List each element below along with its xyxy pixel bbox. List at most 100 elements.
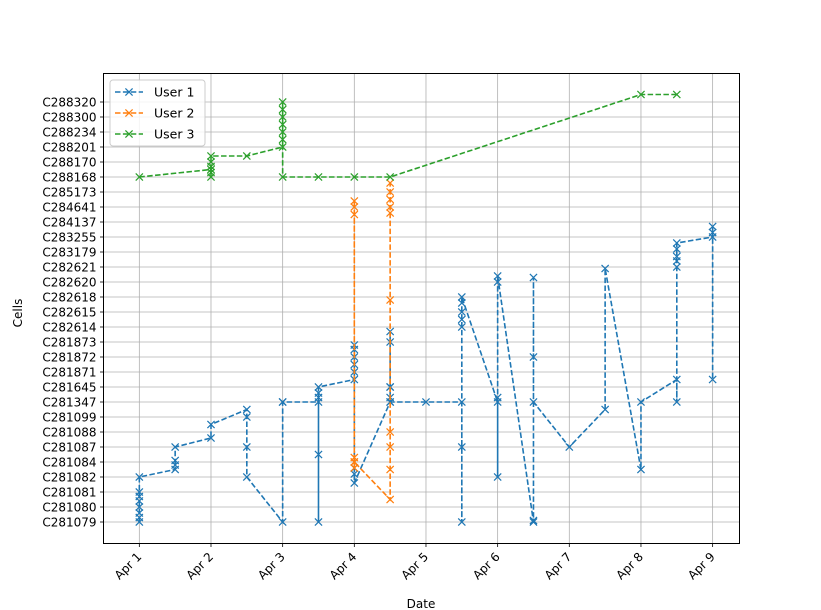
data-point: [278, 105, 287, 114]
data-point: [672, 90, 681, 99]
data-point: [601, 264, 610, 273]
data-point: [206, 151, 216, 161]
x-tick-label: Apr 3: [255, 550, 288, 583]
data-point: [278, 397, 287, 407]
y-tick-label: C281080: [42, 500, 96, 514]
data-point: [386, 427, 395, 437]
data-point: [206, 168, 216, 177]
data-point: [672, 252, 681, 261]
data-point: [672, 375, 681, 384]
y-tick-label: C281084: [42, 455, 96, 469]
data-point: [278, 517, 287, 527]
data-point: [171, 456, 180, 465]
data-point: [457, 322, 466, 332]
data-point: [171, 442, 180, 452]
data-point: [350, 210, 359, 219]
legend-label: User 3: [154, 127, 194, 142]
data-point: [601, 405, 610, 414]
series-2: [350, 178, 395, 504]
legend: User 1 User 2 User 3: [109, 79, 206, 147]
y-tick-label: C281087: [42, 440, 96, 454]
data-point: [350, 469, 359, 479]
data-point: [457, 292, 466, 302]
data-point: [493, 277, 502, 287]
data-point: [386, 202, 395, 212]
data-point: [386, 172, 395, 182]
data-point: [636, 90, 645, 99]
x-axis-title: Date: [407, 597, 436, 610]
data-point: [206, 420, 216, 429]
data-point: [350, 196, 359, 206]
x-tick-label: Apr 6: [470, 550, 503, 583]
y-tick-label: C281645: [42, 380, 96, 394]
y-tick-label: C284641: [42, 200, 96, 214]
data-point: [457, 517, 466, 527]
data-point: [278, 127, 287, 137]
y-tick-label: C282615: [42, 305, 96, 319]
y-axis: C281079C281080C281081C281082C281084C2810…: [42, 95, 104, 529]
series-line: [139, 93, 677, 178]
data-point: [314, 517, 323, 527]
data-point: [708, 222, 717, 231]
x-tick-label: Apr 7: [542, 550, 575, 583]
legend-marker: [124, 129, 134, 139]
data-point: [350, 457, 359, 467]
legend-label: User 1: [154, 85, 194, 100]
data-point: [278, 142, 287, 152]
data-point: [242, 412, 251, 422]
data-point: [493, 271, 502, 281]
y-tick-label: C281099: [42, 410, 96, 424]
data-point: [672, 262, 681, 272]
data-point: [206, 157, 216, 167]
y-tick-label: C283179: [42, 245, 96, 259]
data-point: [386, 295, 395, 305]
data-point: [672, 244, 681, 254]
y-tick-label: C281081: [42, 485, 96, 499]
x-tick-label: Apr 4: [327, 550, 360, 583]
legend-box: [109, 79, 206, 147]
data-point: [636, 397, 645, 407]
y-tick-label: C281079: [42, 515, 96, 529]
y-tick-label: C288170: [42, 155, 96, 169]
data-point: [135, 508, 144, 518]
y-tick-label: C288168: [42, 170, 96, 184]
series-layer: [135, 90, 717, 527]
data-point: [386, 397, 395, 407]
y-tick-label: C281088: [42, 425, 96, 439]
legend-label: User 2: [154, 106, 194, 121]
data-point: [672, 397, 681, 407]
data-point: [135, 487, 144, 497]
x-axis: Apr 1 Apr 2 Apr 3 Apr 4 Apr 5 Apr 6 Apr 7 Apr 8…: [112, 543, 718, 583]
data-point: [350, 172, 359, 182]
y-tick-label: C283255: [42, 230, 96, 244]
y-tick-label: C282618: [42, 290, 96, 304]
data-point: [278, 112, 287, 122]
data-point: [242, 405, 251, 414]
y-tick-label: C282620: [42, 275, 96, 289]
data-point: [242, 151, 251, 161]
data-point: [278, 120, 287, 129]
data-point: [457, 315, 466, 324]
data-point: [636, 465, 645, 474]
data-point: [529, 517, 538, 527]
y-tick-label: C282621: [42, 260, 96, 274]
x-tick-label: Apr 1: [112, 550, 145, 583]
data-point: [708, 228, 717, 237]
y-tick-label: C285173: [42, 185, 96, 199]
x-tick-label: Apr 2: [183, 550, 216, 583]
data-point: [457, 397, 466, 407]
data-point: [386, 187, 395, 197]
data-point: [206, 433, 216, 443]
data-point: [421, 397, 431, 407]
legend-marker: [124, 108, 134, 118]
data-point: [386, 178, 395, 188]
data-point: [350, 202, 359, 212]
data-point: [386, 465, 395, 474]
data-point: [386, 208, 395, 218]
series-line: [353, 183, 391, 502]
data-point: [386, 442, 395, 452]
y-tick-label: C281873: [42, 335, 96, 349]
data-point: [457, 298, 466, 308]
data-point: [457, 307, 466, 317]
